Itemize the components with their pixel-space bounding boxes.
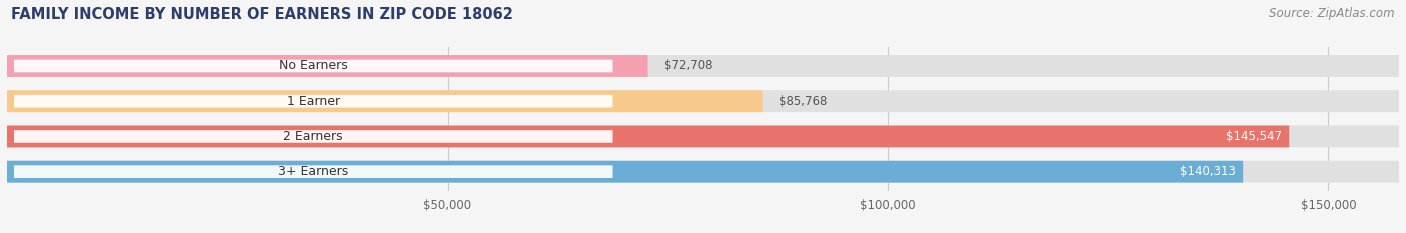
Text: $85,768: $85,768 [779, 95, 828, 108]
Text: $140,313: $140,313 [1180, 165, 1236, 178]
FancyBboxPatch shape [7, 55, 648, 77]
FancyBboxPatch shape [7, 90, 1399, 112]
Text: Source: ZipAtlas.com: Source: ZipAtlas.com [1270, 7, 1395, 20]
FancyBboxPatch shape [7, 161, 1399, 183]
Text: $145,547: $145,547 [1226, 130, 1282, 143]
FancyBboxPatch shape [7, 161, 1243, 183]
Text: $72,708: $72,708 [664, 59, 713, 72]
Text: 3+ Earners: 3+ Earners [278, 165, 349, 178]
FancyBboxPatch shape [14, 130, 613, 143]
FancyBboxPatch shape [7, 126, 1399, 147]
FancyBboxPatch shape [14, 60, 613, 72]
FancyBboxPatch shape [7, 126, 1289, 147]
Text: 1 Earner: 1 Earner [287, 95, 340, 108]
Text: 2 Earners: 2 Earners [284, 130, 343, 143]
FancyBboxPatch shape [14, 165, 613, 178]
FancyBboxPatch shape [7, 90, 762, 112]
FancyBboxPatch shape [14, 95, 613, 108]
Text: FAMILY INCOME BY NUMBER OF EARNERS IN ZIP CODE 18062: FAMILY INCOME BY NUMBER OF EARNERS IN ZI… [11, 7, 513, 22]
Text: No Earners: No Earners [278, 59, 347, 72]
FancyBboxPatch shape [7, 55, 1399, 77]
